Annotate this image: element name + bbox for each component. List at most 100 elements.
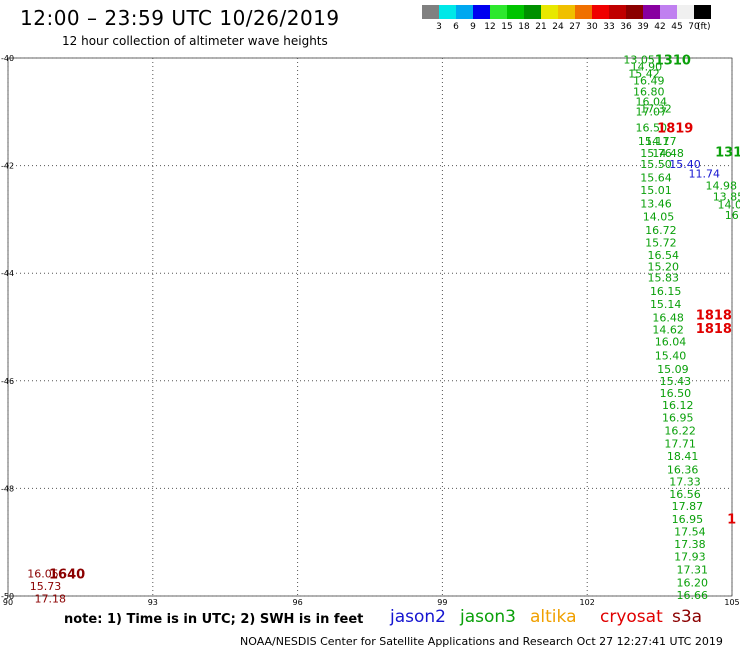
colorbar-label: 33 [603, 22, 615, 32]
lon-tick-label: 93 [148, 598, 158, 605]
page-title: 12:00 – 23:59 UTC 10/26/2019 [20, 6, 340, 30]
swh-value-label: 17.18 [35, 593, 66, 605]
swh-value-label: 15.42 [628, 68, 660, 81]
swh-value-label: 15.83 [648, 272, 680, 285]
swh-value-label: 15.50 [640, 158, 672, 171]
swh-value-label: 15.09 [657, 363, 689, 376]
swh-value-label: 15.64 [640, 171, 672, 184]
colorbar-cell [456, 5, 473, 19]
swh-value-label: 15.40 [655, 350, 687, 363]
lat-tick-label: -50 [1, 592, 14, 601]
swh-value-label: 17.31 [676, 564, 708, 577]
note-text: note: 1) Time is in UTC; 2) SWH is in fe… [64, 612, 364, 627]
colorbar-cell [694, 5, 711, 19]
swh-value-label: 18.41 [667, 450, 699, 463]
pass-time-label: 1818 [696, 322, 732, 337]
altimeter-map: 90 93 96 99 102 105-40-42-44-46-48-5013.0514.… [1, 54, 740, 605]
colorbar-cell [575, 5, 592, 19]
swh-value-label: 15.76 [640, 147, 672, 160]
swh-value-label: 15.40 [669, 158, 701, 171]
swh-value-label: 16 [725, 209, 739, 222]
swh-value-label: 15.01 [640, 184, 672, 197]
swh-value-label: 14.05 [643, 211, 675, 224]
swh-value-label: 17.54 [674, 525, 706, 538]
lon-tick-label: 99 [437, 598, 447, 605]
colorbar-cell [422, 5, 439, 19]
swh-value-label: 16.50 [635, 121, 667, 134]
swh-value-label: 16.95 [672, 513, 704, 526]
colorbar-cell [660, 5, 677, 19]
lon-tick-label: 102 [580, 598, 595, 605]
colorbar-cell [643, 5, 660, 19]
swh-value-label: 16.95 [662, 411, 694, 424]
colorbar-cell [473, 5, 490, 19]
colorbar-label: 6 [453, 22, 459, 32]
lat-tick-label: -42 [1, 162, 14, 171]
swh-value-label: 16.49 [633, 75, 665, 88]
pass-time-label: 1310 [655, 54, 691, 69]
footer-credit: NOAA/NESDIS Center for Satellite Applica… [240, 635, 723, 648]
colorbar-label: 27 [569, 22, 581, 32]
pass-time-label: 1818 [696, 309, 732, 324]
colorbar-label: 9 [470, 22, 476, 32]
colorbar-label: 21 [535, 22, 547, 32]
page-subtitle: 12 hour collection of altimeter wave hei… [62, 34, 328, 48]
legend-cryosat: cryosat [600, 607, 663, 627]
swh-value-label: 17.87 [672, 500, 704, 513]
swh-value-label: 17.32 [640, 103, 672, 116]
swh-value-label: 13.85 [713, 190, 740, 203]
swh-value-label: 11.74 [689, 168, 721, 181]
lat-tick-label: -40 [1, 54, 14, 63]
colorbar-label: 42 [654, 22, 666, 32]
colorbar-label: 24 [552, 22, 564, 32]
lat-tick-label: -46 [1, 377, 14, 386]
pass-time-label: 1819 [657, 121, 693, 136]
lon-tick-label: 105 [724, 598, 739, 605]
swh-value-label: 16.80 [633, 85, 665, 98]
swh-value-label: 16.48 [652, 311, 684, 324]
colorbar-cell [626, 5, 643, 19]
swh-value-label: 16.66 [676, 589, 708, 602]
map-frame [7, 57, 733, 597]
pass-time-label: 131 [715, 146, 740, 161]
colorbar-cell [677, 5, 694, 19]
lat-tick-label: -44 [1, 269, 14, 278]
swh-value-label: 16.50 [660, 387, 692, 400]
colorbar-cell [592, 5, 609, 19]
swh-value-label: 14.90 [631, 61, 663, 74]
colorbar-label: 18 [518, 22, 530, 32]
colorbar-label: 3 [436, 22, 442, 32]
colorbar-label: 36 [620, 22, 632, 32]
colorbar-cell [524, 5, 541, 19]
swh-value-label: 16.20 [676, 577, 708, 590]
swh-value-label: 16.05 [27, 567, 59, 580]
swh-value-label: 16.22 [664, 424, 696, 437]
swh-value-label: 16.72 [645, 224, 677, 237]
swh-value-label: 13.05 [623, 54, 655, 67]
swh-value-label: 14.0 [718, 198, 740, 211]
colorbar-label: 30 [586, 22, 598, 32]
lat-tick-label: -48 [1, 484, 14, 493]
swh-value-label: 17.71 [664, 438, 696, 451]
swh-value-label: 17.38 [674, 538, 706, 551]
colorbar-label: 15 [501, 22, 513, 32]
colorbar-label: 45 [671, 22, 683, 32]
swh-value-label: 15.72 [645, 237, 677, 250]
lon-tick-label: 90 [3, 598, 13, 605]
colorbar-cell [558, 5, 575, 19]
swh-value-label: 14.77 [645, 135, 677, 148]
swh-value-label: 15.14 [650, 298, 682, 311]
swh-value-label: 16.54 [648, 249, 680, 262]
colorbar-unit: (ft) [697, 22, 711, 32]
swh-value-label: 16.15 [650, 285, 682, 298]
colorbar-cell [490, 5, 507, 19]
legend-altika: altika [530, 607, 577, 627]
swh-value-label: 16.04 [635, 96, 667, 109]
swh-value-label: 15.73 [30, 580, 62, 593]
swh-value-label: 14.48 [652, 147, 684, 160]
swh-value-label: 16.12 [662, 399, 694, 412]
swh-value-label: 14.98 [705, 180, 737, 193]
swh-value-label: 17.07 [635, 105, 667, 118]
swh-value-label: 13.46 [640, 197, 672, 210]
colorbar-label: 12 [484, 22, 496, 32]
